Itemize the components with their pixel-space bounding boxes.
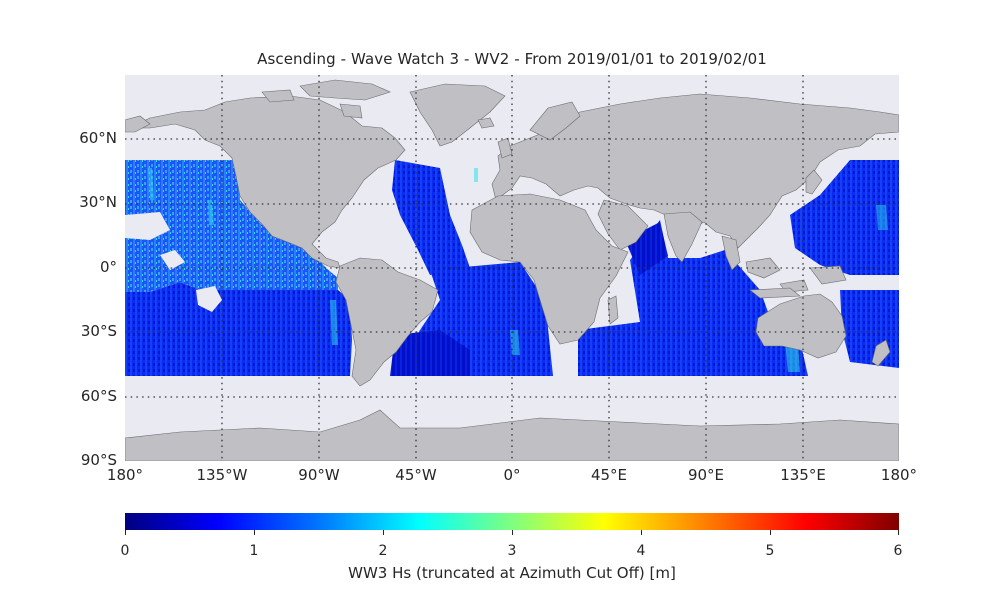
colorbar-label: WW3 Hs (truncated at Azimuth Cut Off) [m… bbox=[348, 564, 676, 582]
colorbar-tick-label-0: 0 bbox=[120, 543, 130, 559]
eurasia bbox=[491, 93, 899, 249]
colorbar-tick-label-1: 1 bbox=[249, 543, 259, 559]
lon-label-180e: 180° bbox=[880, 466, 918, 484]
obs-north-atlantic bbox=[392, 160, 470, 275]
lat-label-30s: 30°S bbox=[80, 322, 117, 340]
colorbar-tick-label-4: 4 bbox=[636, 543, 646, 559]
australia bbox=[755, 293, 847, 359]
colorbar-tick bbox=[512, 530, 513, 535]
india bbox=[663, 211, 703, 263]
colorbar-tick bbox=[770, 530, 771, 535]
colorbar-tick bbox=[898, 530, 899, 535]
colorbar-tick-label-2: 2 bbox=[378, 543, 388, 559]
obs-west-pacific-south bbox=[840, 290, 899, 368]
lat-label-90s: 90°S bbox=[80, 451, 117, 469]
land-layer bbox=[125, 79, 899, 461]
colorbar-tick bbox=[383, 530, 384, 535]
lat-label-60n: 60°N bbox=[79, 129, 117, 147]
south-america bbox=[335, 257, 439, 387]
lon-label-90w: 90°W bbox=[298, 466, 340, 484]
colorbar-tick-label-3: 3 bbox=[507, 543, 517, 559]
lon-label-0: 0° bbox=[503, 466, 521, 484]
colorbar-tick bbox=[125, 530, 126, 535]
map-title: Ascending - Wave Watch 3 - WV2 - From 20… bbox=[257, 50, 767, 68]
colorbar-tick-label-5: 5 bbox=[765, 543, 775, 559]
lat-label-30n: 30°N bbox=[79, 193, 117, 211]
lon-label-90e: 90°E bbox=[687, 466, 725, 484]
obs-west-pacific-north bbox=[790, 160, 899, 275]
lat-label-0: 0° bbox=[99, 258, 117, 276]
graticule bbox=[125, 75, 899, 461]
greenland bbox=[409, 83, 506, 147]
observations-layer bbox=[125, 160, 899, 376]
obs-south-pacific bbox=[125, 282, 352, 376]
colorbar-tick bbox=[254, 530, 255, 535]
lon-label-45w: 45°W bbox=[395, 466, 437, 484]
africa bbox=[469, 193, 629, 345]
colorbar-tick bbox=[641, 530, 642, 535]
lon-label-45e: 45°E bbox=[590, 466, 628, 484]
colorbar-tick-label-6: 6 bbox=[893, 543, 903, 559]
lon-label-135w: 135°W bbox=[196, 466, 248, 484]
colorbar bbox=[125, 513, 899, 530]
arabian-peninsula bbox=[597, 199, 649, 251]
lon-label-180w: 180° bbox=[106, 466, 144, 484]
north-america bbox=[127, 95, 406, 269]
lat-label-60s: 60°S bbox=[80, 387, 117, 405]
lon-label-135e: 135°E bbox=[780, 466, 826, 484]
